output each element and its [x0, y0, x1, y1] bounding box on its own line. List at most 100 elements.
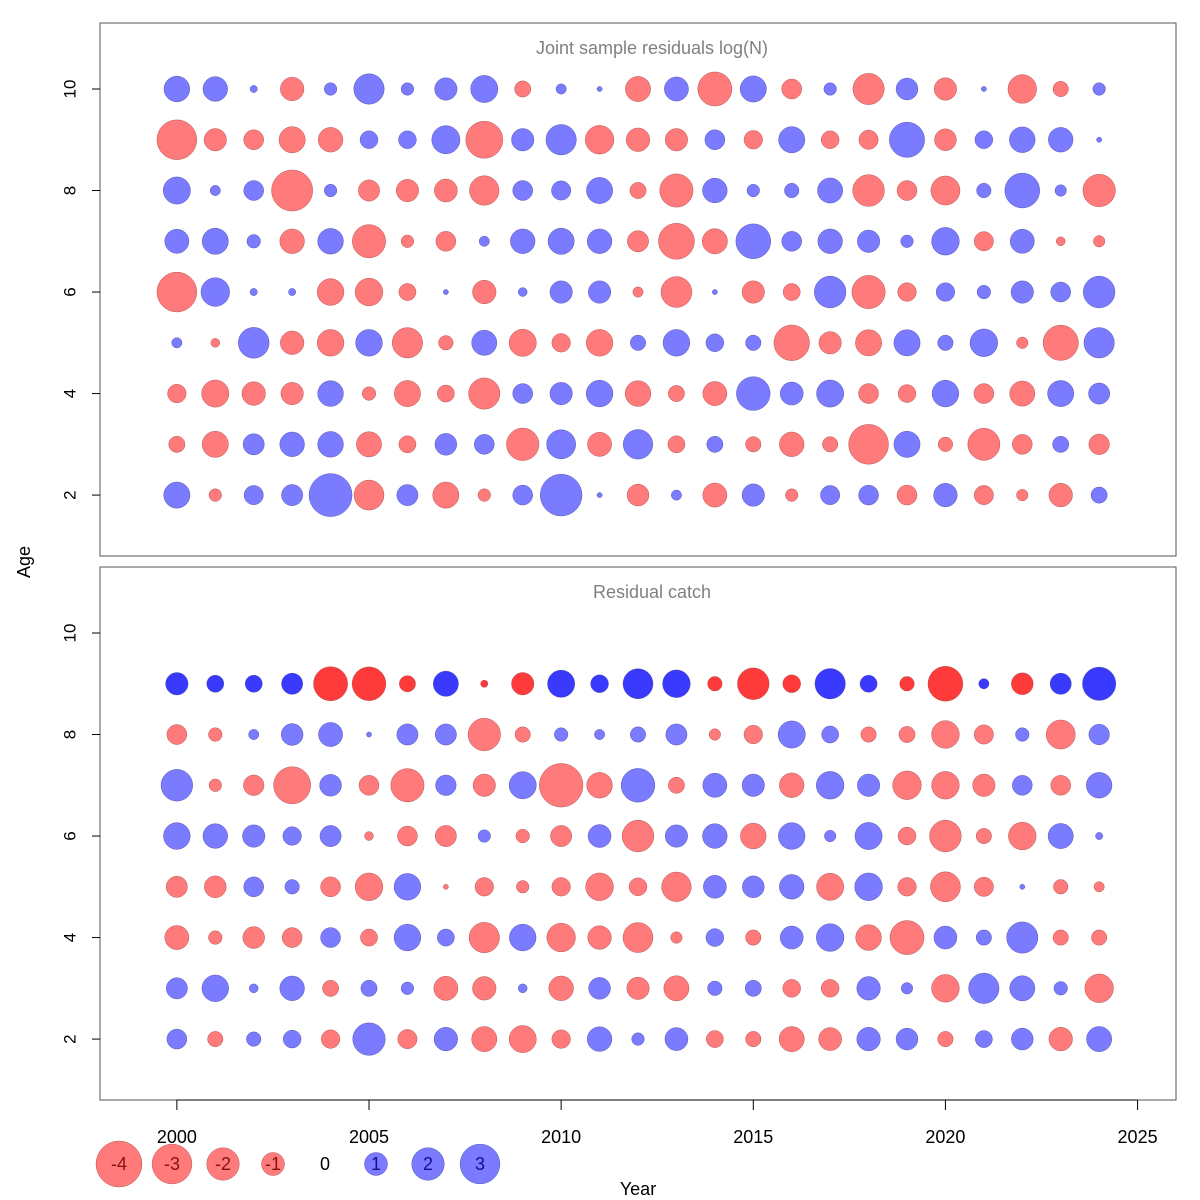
bottom-bubble — [166, 724, 188, 745]
top-bubble — [659, 173, 694, 208]
top-bubble — [474, 434, 495, 455]
top-ytick-label: 4 — [61, 389, 80, 398]
bottom-bubble — [283, 1029, 302, 1049]
bottom-bubble — [665, 824, 688, 848]
top-bubble — [889, 121, 925, 158]
bottom-bubble — [1095, 832, 1103, 840]
top-bubble — [200, 277, 230, 307]
bottom-bubble — [630, 726, 646, 743]
bottom-bubble — [281, 927, 303, 948]
legend-label: -4 — [111, 1154, 127, 1174]
bottom-bubble — [590, 674, 609, 693]
bottom-bubble — [244, 675, 263, 693]
bottom-bubble — [814, 668, 846, 700]
top-bubble — [931, 380, 959, 408]
legend-bubble — [364, 1152, 388, 1176]
top-bubble — [238, 327, 270, 359]
top-bubble — [588, 280, 611, 304]
top-bubble — [506, 427, 540, 461]
bottom-bubble — [548, 975, 574, 1001]
x-tick-label: 2020 — [925, 1127, 965, 1147]
top-bubble — [741, 483, 765, 507]
bottom-bubble — [898, 726, 916, 743]
top-bubble — [1083, 327, 1115, 359]
bottom-bubble — [208, 778, 222, 792]
top-bubble — [437, 384, 455, 403]
top-bubble — [281, 484, 303, 506]
x-tick-label: 2015 — [733, 1127, 773, 1147]
legend-bubble — [151, 1143, 193, 1185]
top-bubble — [1009, 126, 1036, 153]
bottom-bubble — [702, 823, 728, 849]
top-ytick-label: 8 — [61, 186, 80, 195]
bottom-bubble — [390, 768, 425, 803]
top-bubble — [705, 333, 724, 352]
top-bubble — [780, 381, 804, 406]
top-bubble — [208, 488, 222, 502]
bottom-bubbles — [160, 666, 1117, 1056]
size-legend: -4 -3 -2 -1 0 1 2 3 — [95, 1140, 501, 1188]
bottom-bubble — [741, 773, 765, 797]
top-bubble — [361, 386, 377, 401]
bottom-bubble — [474, 877, 494, 897]
top-bubble — [352, 224, 386, 259]
bottom-bubble — [931, 771, 960, 800]
top-bubble — [893, 431, 921, 458]
bottom-bubble — [516, 880, 530, 894]
bottom-bubble — [352, 1022, 386, 1056]
top-bubble — [317, 380, 344, 407]
bottom-bubble — [974, 724, 994, 745]
bottom-bubble — [208, 930, 223, 945]
bottom-bubble — [628, 877, 648, 896]
top-bubble — [518, 287, 528, 297]
bottom-bubble — [243, 774, 265, 796]
top-bubble — [510, 228, 536, 254]
top-bubble — [394, 380, 421, 407]
bottom-bubble — [620, 768, 656, 803]
top-bubble — [897, 282, 917, 302]
top-ytick-label: 2 — [61, 490, 80, 499]
top-bubble — [355, 329, 383, 357]
panel-joint-sample-residuals: Joint sample residuals log(N) 2 4 6 8 10 — [61, 22, 1177, 557]
bottom-bubble — [585, 872, 614, 901]
top-bubble — [163, 481, 191, 509]
bottom-bubble — [1053, 879, 1069, 895]
bottom-bubble — [1047, 823, 1074, 849]
top-bubble — [702, 228, 728, 255]
top-bubble — [201, 431, 229, 458]
top-bubble — [746, 184, 760, 198]
bottom-bubble — [856, 976, 881, 1001]
top-bubble — [171, 337, 183, 349]
top-bubble — [279, 228, 305, 254]
bottom-bubble — [930, 871, 961, 902]
top-bubble — [353, 73, 385, 105]
bottom-bubble — [281, 723, 304, 746]
top-bubble — [1052, 435, 1070, 453]
top-bubble — [702, 482, 728, 508]
bottom-bubble — [821, 979, 840, 998]
top-bubble — [974, 231, 994, 252]
top-bubble — [596, 86, 603, 92]
bottom-bubble — [594, 729, 605, 740]
bottom-bubble — [313, 666, 348, 702]
bottom-bubble — [661, 871, 692, 902]
top-bubble — [976, 285, 991, 300]
bottom-bubble — [360, 928, 378, 947]
top-bubble — [246, 234, 261, 249]
bottom-bubble — [895, 1027, 919, 1051]
bottom-bubble — [1093, 881, 1105, 893]
top-bubble — [1082, 174, 1116, 207]
bottom-bubble — [364, 831, 374, 841]
top-bubble — [667, 435, 686, 454]
top-bubble — [852, 73, 885, 105]
bottom-bubble — [855, 924, 882, 951]
top-bubble — [586, 177, 613, 204]
top-bubble — [202, 76, 228, 102]
top-bubble — [745, 334, 762, 351]
bottom-bubble — [164, 925, 190, 950]
top-bubble — [1090, 486, 1108, 504]
top-bubble — [969, 328, 998, 357]
bottom-bubble — [554, 727, 569, 742]
bottom-bubble — [622, 668, 654, 699]
bottom-bubble — [246, 1031, 262, 1047]
